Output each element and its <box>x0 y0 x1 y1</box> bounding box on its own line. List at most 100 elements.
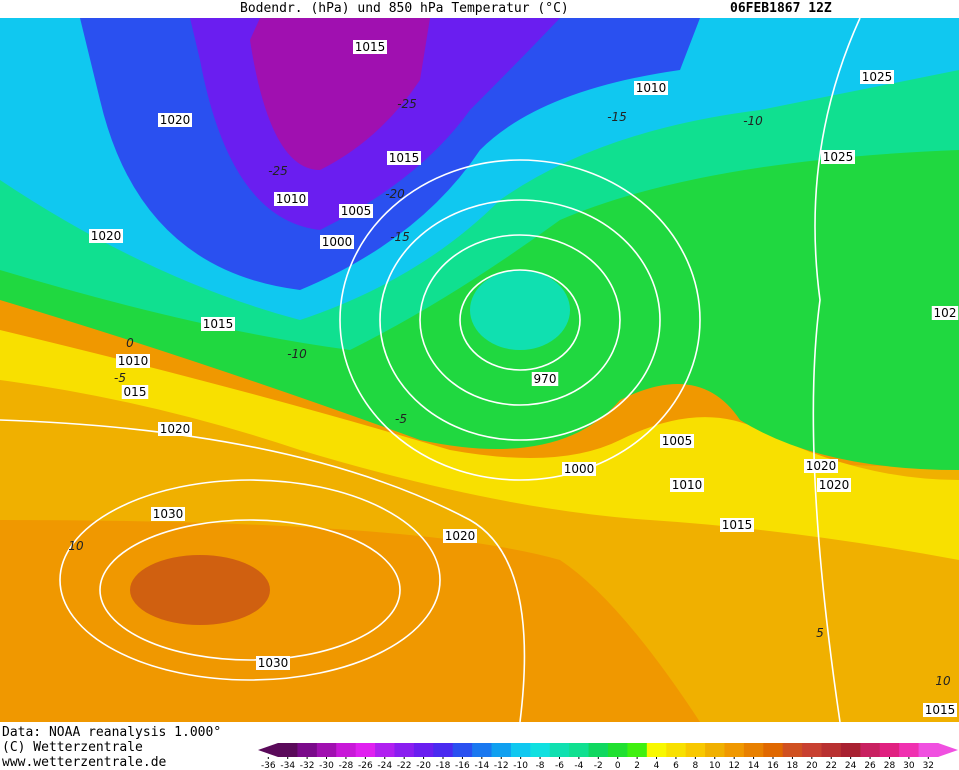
colorbar-swatch <box>452 743 473 757</box>
colorbar-label: 12 <box>728 761 739 770</box>
colorbar-label: 16 <box>767 761 779 770</box>
labels: 1015 1010 1025 1020 1015 1025 1010 1005 1000 1020… <box>68 40 959 717</box>
isobar-label-box <box>670 478 704 492</box>
colorbar-label: -20 <box>416 761 431 770</box>
isobar-label: 970 <box>534 372 557 386</box>
colorbar-label: -28 <box>339 761 354 770</box>
temperature-label: -5 <box>114 371 126 385</box>
temperature-label: -5 <box>395 412 407 426</box>
colorbar-swatch <box>491 743 512 757</box>
colorbar-label: 20 <box>806 761 818 770</box>
colorbar-label: 8 <box>692 761 698 770</box>
colorbar-label: -26 <box>358 761 373 770</box>
isobar-label-box <box>923 703 957 717</box>
isobar-label-box <box>256 656 290 670</box>
colorbar-label: -4 <box>574 761 583 770</box>
isobar-label: 1025 <box>862 70 893 84</box>
isobar-label-box <box>634 81 668 95</box>
colorbar-label: -12 <box>494 761 509 770</box>
isobar-label: 1020 <box>806 459 837 473</box>
colorbar-label: -24 <box>377 761 392 770</box>
colorbar-swatch <box>840 743 861 757</box>
colorbar-swatch <box>588 743 609 757</box>
isobar-label: 1015 <box>389 151 420 165</box>
temperature-label: -10 <box>287 347 307 361</box>
temperature-label: -15 <box>390 230 410 244</box>
colorbar-swatch <box>510 743 531 757</box>
isobar-label: 015 <box>124 385 147 399</box>
isobar-label: 1030 <box>258 656 289 670</box>
colorbar-swatch <box>899 743 920 757</box>
colorbar-label: -16 <box>455 761 470 770</box>
colorbar-swatch <box>433 743 454 757</box>
colorbar-swatch <box>336 743 357 757</box>
isobar-label-box <box>860 70 894 84</box>
temperature-label: 5 <box>816 626 824 640</box>
data-source: Data: NOAA reanalysis 1.000° <box>2 725 221 740</box>
colorbar-label: -22 <box>397 761 412 770</box>
colorbar-high-arrow <box>938 743 958 757</box>
colorbar-label: -14 <box>474 761 489 770</box>
colorbar-swatch <box>608 743 628 757</box>
colorbar-swatch <box>646 743 667 757</box>
colorbar-swatch <box>472 743 493 757</box>
colorbar-label: 26 <box>864 761 876 770</box>
isobar-label-box <box>89 229 123 243</box>
colorbar-swatch <box>549 743 570 757</box>
colorbar-label: 10 <box>709 761 721 770</box>
colorbar-swatch <box>821 743 842 757</box>
colorbar-swatch <box>860 743 881 757</box>
isobar-label: 1010 <box>672 478 703 492</box>
isobar-label-box <box>353 40 387 54</box>
colorbar-label: -32 <box>300 761 315 770</box>
isobar-label-box <box>817 478 851 492</box>
temperature-label: -25 <box>268 164 288 178</box>
isobar-label-box <box>720 518 754 532</box>
isobar-label: 1010 <box>118 354 149 368</box>
colorbar-label: -30 <box>319 761 334 770</box>
colorbar-swatch <box>297 743 318 757</box>
colorbar-swatch <box>705 743 725 757</box>
colorbar-label: -2 <box>594 761 603 770</box>
isobar-label: 1015 <box>203 317 234 331</box>
colorbar-swatch <box>316 743 337 757</box>
isobar-label-box <box>804 459 838 473</box>
temperature-label: -10 <box>743 114 763 128</box>
isobar-label-box <box>562 462 596 476</box>
isobar-label-box <box>320 235 354 249</box>
isobar-label: 1005 <box>341 204 372 218</box>
colorbar-swatch <box>918 743 939 757</box>
temperature-field <box>0 18 959 722</box>
isobar-label: 1020 <box>91 229 122 243</box>
isobar-label: 1025 <box>823 150 854 164</box>
colorbar-label: 22 <box>826 761 837 770</box>
colorbar-label: 4 <box>654 761 660 770</box>
isobar-label: 1020 <box>160 422 191 436</box>
copyright: (C) Wetterzentrale <box>2 740 143 755</box>
isobar-label: 1000 <box>564 462 595 476</box>
isobar-label-box <box>158 113 192 127</box>
colorbar-low-arrow <box>258 743 278 757</box>
isobar-label: 1010 <box>636 81 667 95</box>
colorbar-swatch <box>569 743 590 757</box>
isobar-label: 1005 <box>662 434 693 448</box>
isobar-label-box <box>387 151 421 165</box>
colorbar-swatch <box>724 743 745 757</box>
colorbar-swatch <box>782 743 803 757</box>
temperature-label: -20 <box>385 187 405 201</box>
isobar-label: 1015 <box>722 518 753 532</box>
isobar-label: 1030 <box>153 507 184 521</box>
colorbar-swatch <box>627 743 648 757</box>
colorbar-label: 14 <box>748 761 760 770</box>
colorbar-swatch <box>375 743 395 757</box>
isobar-label-box <box>121 385 149 399</box>
colorbar-label: 18 <box>787 761 799 770</box>
colorbar-swatch <box>530 743 551 757</box>
isobar-label-box <box>931 306 959 320</box>
isobar-label-box <box>151 507 185 521</box>
colorbar-swatch <box>413 743 434 757</box>
temperature-label: 0 <box>126 336 134 350</box>
colorbar-swatch <box>394 743 415 757</box>
colorbar-swatch <box>763 743 784 757</box>
